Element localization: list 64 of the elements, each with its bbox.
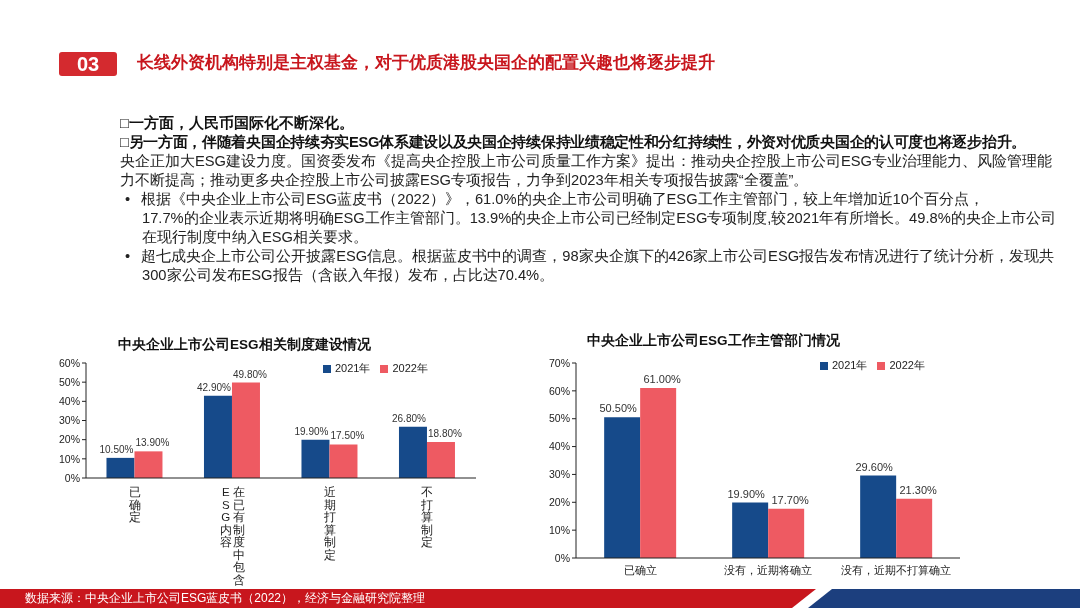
y-tick-label: 40%: [58, 395, 80, 408]
x-tick-label: 已确定: [128, 486, 142, 524]
y-tick-label: 10%: [58, 452, 80, 465]
legend-label: 2022年: [889, 359, 925, 371]
y-tick-label: 20%: [548, 496, 570, 509]
y-tick-label: 60%: [548, 384, 570, 397]
chart-title: 中央企业上市公司ESG工作主管部门情况: [587, 332, 840, 350]
source-note: 数据来源：中央企业上市公司ESG蓝皮书（2022），经济与金融研究院整理: [25, 591, 426, 605]
x-tick-label: 已确立: [623, 563, 657, 576]
bar: [426, 441, 455, 478]
y-tick-label: 0%: [64, 471, 80, 484]
data-label: 17.50%: [330, 430, 365, 442]
bar: [106, 457, 135, 478]
number-badge: 03: [59, 52, 117, 76]
legend-label: 2021年: [335, 362, 371, 374]
text: • 根据《中央企业上市公司ESG蓝皮书（2022）》，61.0%的央企上市公司明确了ESG工作主管部门，较上年增加近10个百分点， 17.7%的企业表示近期将明确ESG工作主管部门。13.9%的央企上市公司已经制定ESG专项制度,较2021年有所增长。49.8%的央企上市公司在现行制度中纳入ESG相关要求。: [125, 190, 1057, 247]
bar: [134, 451, 163, 478]
x-tick-label: 不打算制定: [420, 486, 434, 549]
y-tick-label: 0%: [554, 551, 570, 564]
y-tick-label: 60%: [58, 356, 80, 369]
bar: [732, 502, 769, 558]
y-tick-label: 50%: [58, 375, 80, 388]
y-tick-label: 30%: [58, 414, 80, 427]
data-label: 50.50%: [599, 402, 638, 415]
bar: [203, 395, 232, 478]
x-tick-label: 近期打算制定: [323, 486, 337, 561]
data-label: 10.50%: [99, 443, 134, 455]
x-tick-label: 没有，近期将确立: [724, 563, 812, 576]
data-label: 17.70%: [771, 493, 810, 506]
text: • 超七成央企上市公司公开披露ESG信息。根据蓝皮书中的调查，98家央企旗下的426家上市公司ESG报告发布情况进行了统计分析，发现共300家公司发布ESG报告（含嵌入年报）发布，占比达70.4%。: [125, 247, 1056, 285]
data-label: 21.30%: [899, 483, 938, 496]
bar: [860, 475, 897, 558]
data-label: 19.90%: [727, 487, 766, 500]
text: 央企正加大ESG建设力度。国资委发布《提高央企控股上市公司质量工作方案》提出：推动央企控股上市公司ESG专业治理能力、风险管理能力不断提高；推动更多央企控股上市公司披露ESG专项报告，力争到2023年相关专项报告披露“全覆盖”。: [120, 152, 1054, 190]
category-label: 在已有制度中包含ESG内容: [219, 486, 245, 586]
bar: [640, 388, 677, 558]
y-tick-label: 30%: [548, 468, 570, 481]
data-label: 13.90%: [135, 437, 170, 449]
data-label: 49.80%: [233, 368, 268, 380]
data-label: 29.60%: [855, 460, 894, 473]
bar: [398, 426, 427, 478]
x-tick-label: 没有，近期不打算确立: [841, 563, 951, 576]
data-label: 42.90%: [197, 381, 232, 393]
legend-label: 2021年: [832, 359, 868, 371]
text: □另一方面，伴随着央国企持续夯实ESG体系建设以及央国企持续保持业绩稳定性和分红持续性，外资对优质央国企的认可度也将逐步抬升。: [120, 133, 1027, 152]
y-tick-label: 20%: [58, 433, 80, 446]
bar: [604, 417, 641, 558]
y-tick-label: 40%: [548, 440, 570, 453]
data-label: 61.00%: [643, 373, 682, 386]
data-label: 19.90%: [294, 425, 329, 437]
data-label: 26.80%: [392, 412, 427, 424]
text: 长线外资机构特别是主权基金，对于优质港股央国企的配置兴趣也将逐步提升: [137, 52, 715, 74]
data-label: 18.80%: [428, 427, 463, 439]
bar: [301, 439, 330, 478]
bar: [768, 508, 805, 558]
chart-title: 中央企业上市公司ESG相关制度建设情况: [118, 336, 371, 354]
y-tick-label: 50%: [548, 412, 570, 425]
text: □一方面，人民币国际化不断深化。: [120, 114, 355, 133]
legend-label: 2022年: [392, 362, 428, 374]
y-tick-label: 70%: [548, 356, 570, 369]
bar: [896, 498, 933, 558]
bar: [231, 382, 260, 478]
y-tick-label: 10%: [548, 523, 570, 536]
bar: [329, 444, 358, 478]
